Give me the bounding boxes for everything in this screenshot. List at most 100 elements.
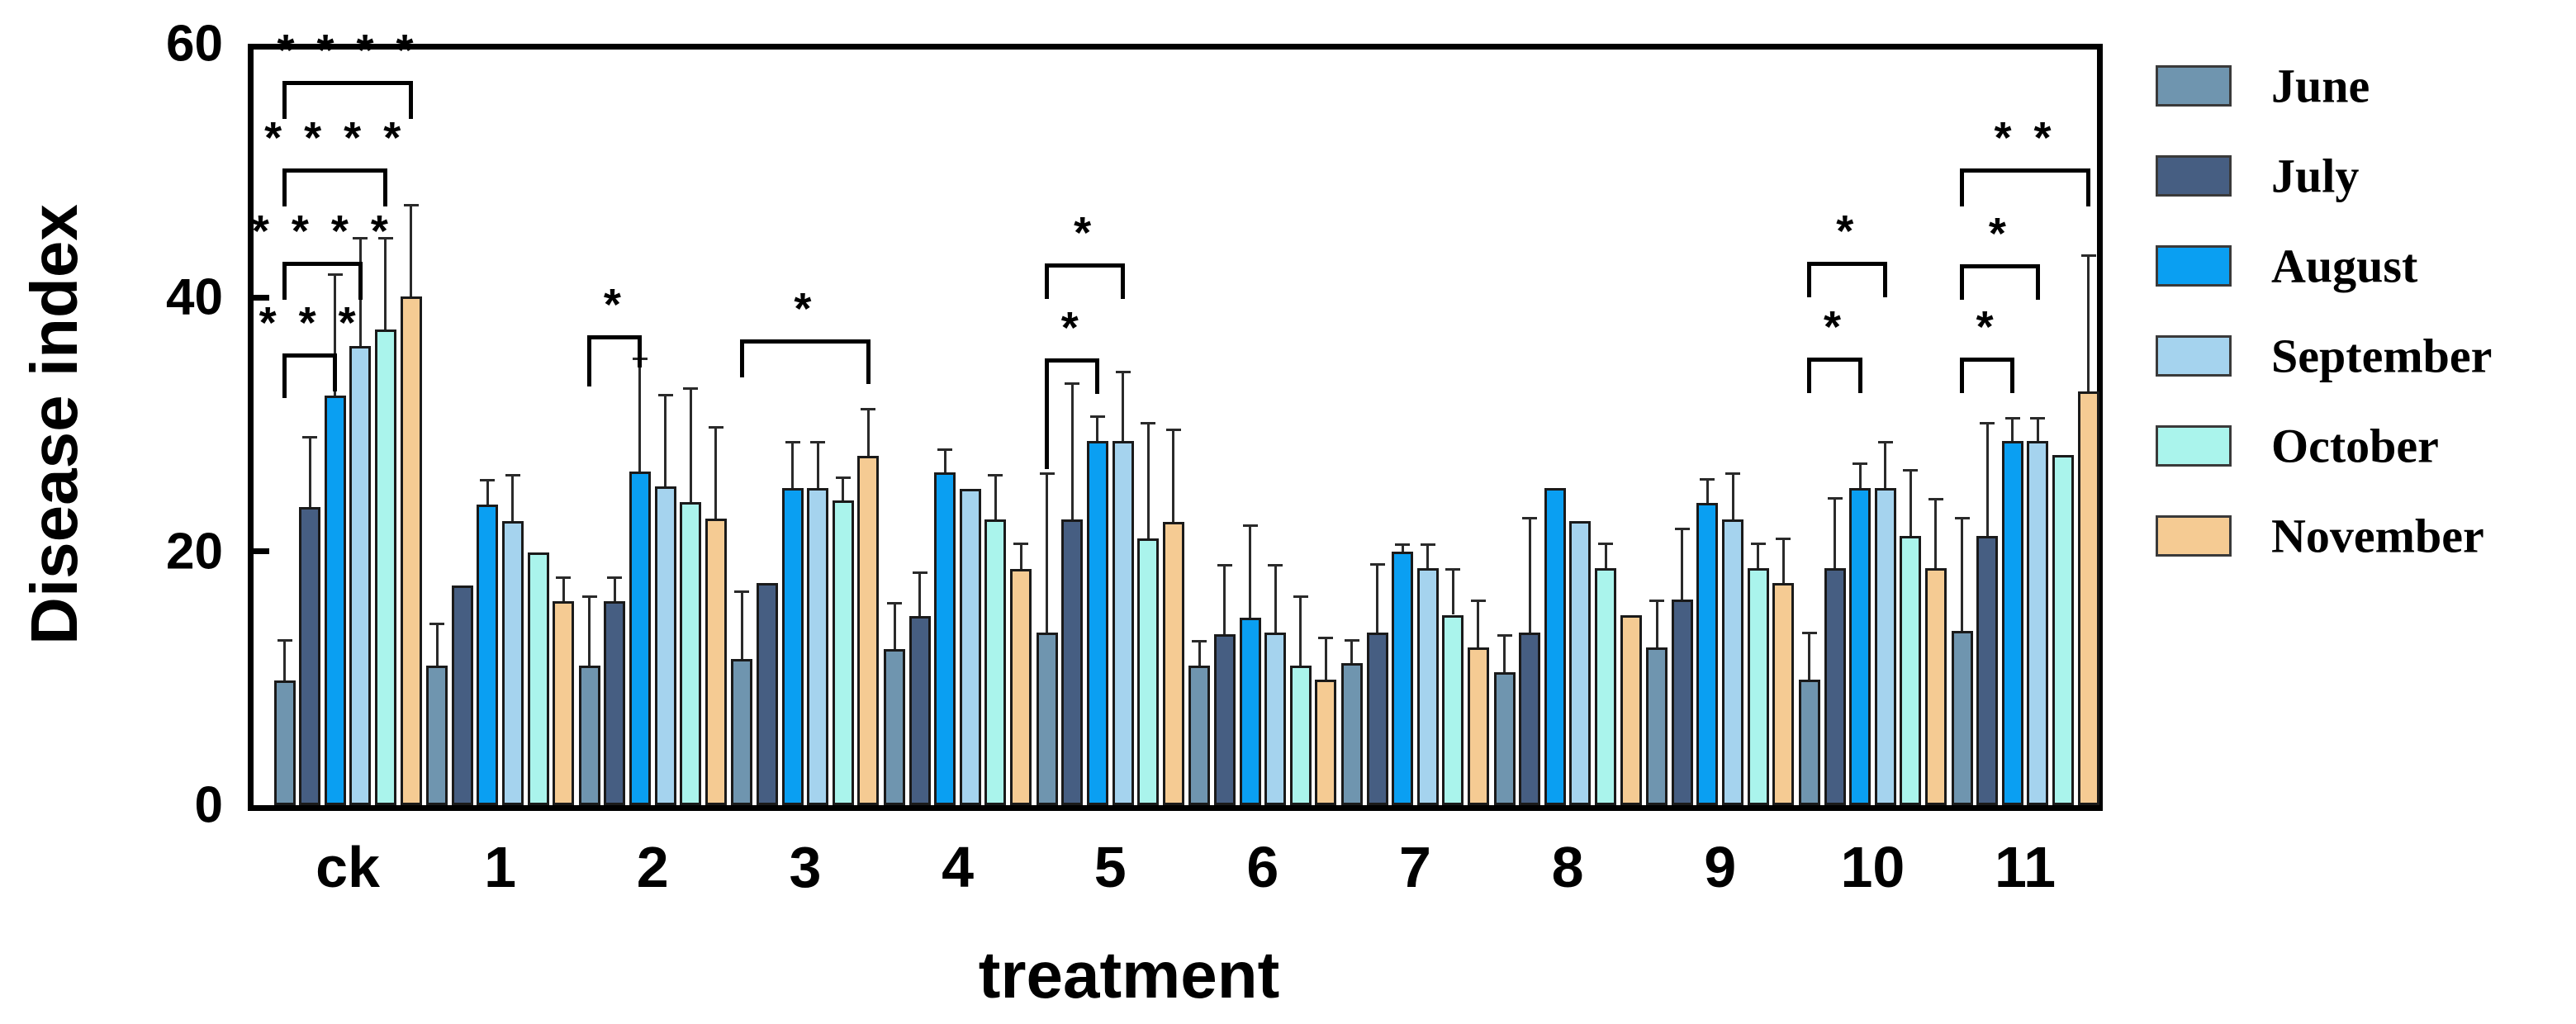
bar-July-3 [757,583,779,805]
significance-stars: * * * * [251,206,393,257]
significance-bracket-leg [282,80,287,119]
error-bar-cap [2030,416,2046,420]
error-bar-cap [429,622,445,625]
bar-September-11 [2027,440,2049,805]
error-bar-cap [1877,441,1893,443]
bar-September-ck [349,345,372,805]
legend-label-July: July [2271,149,2360,203]
significance-stars: * * * [259,297,361,348]
legend-item-August: August [2156,239,2569,293]
bar-June-10 [1798,679,1820,805]
x-tick-label-5: 5 [1093,835,1127,899]
error-bar [435,623,439,666]
error-bar [994,475,997,520]
significance-bracket-leg [358,262,363,301]
error-bar-cap [1445,567,1461,571]
error-bar [1934,499,1938,568]
bar-August-6 [1239,617,1261,805]
x-axis-title: treatment [978,938,1280,1012]
bar-October-2 [680,501,702,805]
error-bar-cap [1497,633,1512,637]
significance-stars: * [1060,303,1084,353]
legend-label-August: August [2271,239,2418,293]
error-bar-cap [1853,462,1868,466]
significance-bracket-leg [2010,357,2015,393]
error-bar [384,238,387,329]
error-bar [1198,641,1201,666]
significance-bracket-leg [409,80,413,119]
bar-July-11 [1976,536,1999,805]
error-bar-cap [1522,517,1538,520]
bar-September-6 [1264,633,1287,805]
error-bar [943,449,946,473]
bar-September-2 [654,486,676,805]
error-bar-cap [683,387,699,391]
error-bar-cap [302,435,318,439]
significance-bracket-leg [739,339,744,378]
error-bar-cap [937,448,953,452]
bar-June-2 [578,665,600,805]
significance-bracket-leg [1960,264,1965,301]
error-bar [842,477,845,501]
error-bar [1503,635,1506,672]
bar-November-6 [1315,679,1337,805]
error-bar-cap [1293,595,1308,599]
legend-swatch-July [2156,155,2232,197]
x-tick-label-2: 2 [636,835,669,899]
significance-bracket-leg [1883,262,1888,298]
significance-bracket [1960,168,2091,173]
error-bar [816,442,819,488]
error-bar-cap [708,425,723,429]
significance-stars: * [1823,301,1847,352]
significance-bracket-leg [282,262,287,301]
error-bar-cap [1827,496,1843,500]
error-bar-cap [480,479,496,482]
error-bar-cap [403,203,419,206]
error-bar [1096,416,1099,441]
significance-bracket [282,168,388,173]
error-bar [638,358,642,472]
error-bar-cap [1801,631,1817,634]
error-bar [1705,479,1709,504]
bar-July-10 [1824,567,1846,805]
bar-July-2 [604,600,626,805]
error-bar-cap [1674,527,1690,530]
bar-June-7 [1340,662,1363,805]
bar-September-8 [1569,520,1592,805]
error-bar [1808,633,1811,680]
x-tick-label-4: 4 [942,835,975,899]
error-bar-cap [1725,472,1741,476]
bar-July-7 [1366,633,1388,805]
bar-June-6 [1188,665,1211,805]
bar-June-1 [426,665,448,805]
bar-August-ck [324,395,346,805]
error-bar [511,475,515,521]
significance-stars: * [603,280,626,330]
significance-bracket [1807,262,1888,267]
significance-stars: * * * * [264,112,406,163]
bar-November-1 [553,600,575,805]
significance-bracket-leg [2086,168,2091,206]
error-bar [1858,463,1862,488]
bar-July-8 [1519,633,1541,805]
error-bar-cap [912,571,927,575]
significance-bracket [282,262,363,267]
error-bar [1985,423,1989,537]
error-bar-cap [988,473,1003,476]
bar-July-4 [908,616,931,805]
error-bar-cap [1268,564,1283,567]
y-axis-title: Disease index [17,204,91,645]
error-bar-cap [1344,638,1359,642]
bar-August-2 [629,471,651,805]
error-bar-cap [1776,537,1791,540]
error-bar-cap [1318,636,1334,639]
y-tick-label-0: 0 [194,776,223,834]
error-bar [1757,543,1760,568]
bar-November-7 [1467,647,1489,805]
bar-November-9 [1772,583,1795,805]
bar-October-11 [2052,454,2074,805]
bar-September-5 [1112,440,1134,805]
significance-bracket-leg [866,339,871,384]
bar-August-8 [1544,487,1566,805]
error-bar [334,274,337,396]
